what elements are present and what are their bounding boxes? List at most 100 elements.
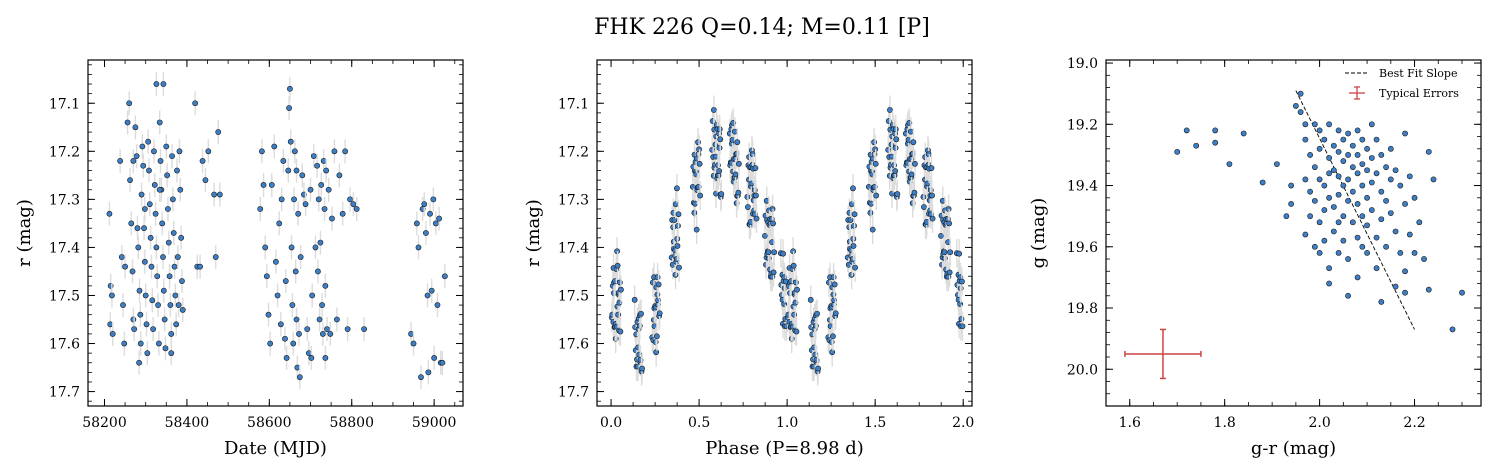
- data-point: [430, 196, 437, 203]
- data-point: [676, 264, 682, 271]
- data-point: [1288, 201, 1295, 207]
- x-tick-label: 1.0: [776, 415, 798, 431]
- data-point: [1240, 130, 1247, 137]
- data-point: [815, 365, 822, 372]
- data-point: [128, 220, 135, 227]
- data-point: [263, 273, 270, 280]
- data-point: [693, 226, 700, 233]
- data-point: [153, 244, 160, 251]
- x-tick-label: 58200: [82, 415, 127, 431]
- data-point: [929, 192, 935, 199]
- data-point: [1387, 210, 1394, 216]
- data-point: [1297, 109, 1304, 115]
- data-point: [1378, 188, 1385, 195]
- y-tick-label: 17.7: [558, 385, 589, 401]
- data-point: [830, 274, 837, 281]
- data-point: [638, 310, 644, 317]
- data-point: [1345, 292, 1351, 299]
- data-point: [319, 302, 325, 308]
- data-point: [117, 158, 124, 164]
- data-point: [278, 196, 285, 203]
- data-point: [1326, 265, 1333, 272]
- data-point: [135, 244, 142, 251]
- data-point: [765, 249, 772, 256]
- data-point: [170, 230, 177, 236]
- data-point: [1406, 173, 1413, 180]
- data-point: [1402, 201, 1408, 207]
- data-point: [656, 310, 663, 317]
- data-point: [867, 209, 874, 216]
- data-point: [1349, 164, 1356, 171]
- data-point: [304, 326, 311, 333]
- data-point: [212, 254, 219, 260]
- data-point: [734, 139, 741, 146]
- data-point: [1359, 136, 1366, 143]
- data-point: [1326, 280, 1333, 287]
- data-point: [317, 239, 324, 246]
- data-point: [257, 206, 264, 212]
- data-point: [336, 172, 343, 179]
- data-point: [315, 196, 322, 203]
- x-tick-label: 0.0: [600, 415, 622, 431]
- data-point: [892, 145, 899, 151]
- y-axis-label: r (mag): [14, 199, 35, 267]
- figure-title: FHK 226 Q=0.14; M=0.11 [P]: [594, 15, 930, 40]
- x-tick-label: 58400: [165, 415, 210, 431]
- data-point: [1421, 256, 1427, 262]
- data-point: [1364, 222, 1370, 229]
- data-point: [1212, 139, 1219, 146]
- data-point: [929, 215, 936, 222]
- data-point: [178, 234, 185, 241]
- data-point: [169, 153, 175, 160]
- data-point: [172, 292, 179, 299]
- y-tick-label: 17.7: [49, 385, 80, 401]
- data-point: [133, 153, 140, 160]
- data-point: [296, 374, 303, 381]
- data-point: [259, 148, 265, 155]
- data-point: [138, 191, 145, 198]
- y-tick-label: 19.8: [1067, 301, 1098, 317]
- data-point: [1354, 274, 1361, 281]
- data-point: [140, 162, 147, 169]
- data-point: [290, 340, 297, 347]
- data-point: [1321, 182, 1328, 189]
- data-point: [1297, 90, 1304, 97]
- data-point: [1359, 213, 1366, 220]
- data-point: [155, 340, 162, 347]
- axes-frame: [596, 59, 973, 407]
- data-point: [127, 177, 133, 184]
- data-point: [696, 160, 703, 167]
- data-point: [132, 124, 139, 131]
- data-point: [793, 328, 800, 335]
- data-point: [716, 168, 723, 174]
- data-point: [1459, 289, 1465, 296]
- data-point: [912, 160, 918, 167]
- data-point: [770, 220, 776, 227]
- data-point: [1302, 136, 1309, 143]
- y-tick-label: 17.4: [558, 240, 589, 256]
- x-axis-label: Phase (P=8.98 d): [705, 438, 864, 459]
- data-point: [197, 263, 203, 270]
- data-point: [639, 365, 645, 372]
- data-point: [137, 311, 144, 318]
- data-point: [441, 273, 448, 280]
- data-point: [885, 146, 892, 153]
- data-point: [273, 258, 279, 265]
- data-point: [1383, 164, 1389, 171]
- data-point: [1340, 158, 1347, 164]
- data-point: [280, 158, 287, 164]
- y-tick-label: 17.6: [558, 337, 589, 353]
- data-point: [157, 158, 164, 164]
- data-point: [1359, 243, 1366, 250]
- data-point: [1302, 176, 1309, 183]
- data-point: [302, 201, 309, 208]
- data-point: [1326, 121, 1333, 128]
- data-point: [160, 254, 166, 260]
- data-point: [771, 249, 778, 256]
- data-point: [145, 138, 152, 145]
- x-tick-label: 1.8: [1214, 415, 1236, 431]
- data-point: [126, 100, 133, 107]
- data-point: [1345, 176, 1351, 183]
- y-tick-label: 17.5: [49, 288, 80, 304]
- data-point: [167, 302, 174, 308]
